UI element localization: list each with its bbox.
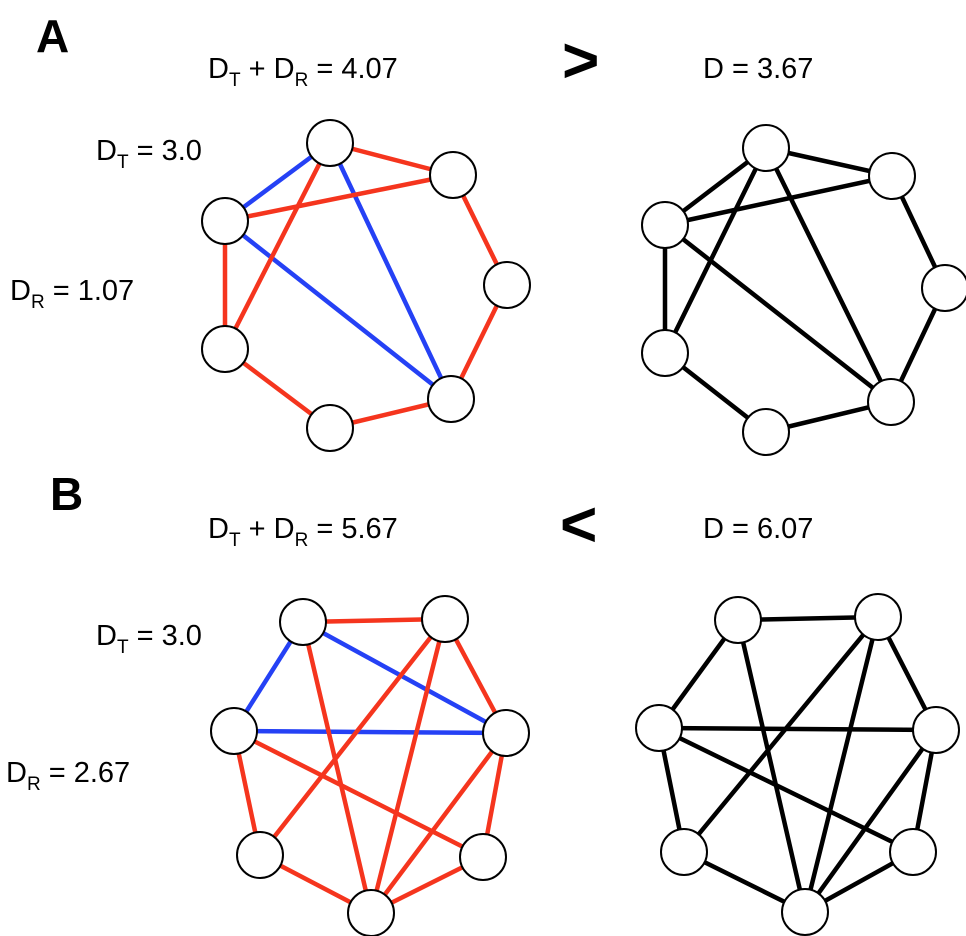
graph-edge <box>735 617 808 915</box>
remainder-edge <box>368 730 509 916</box>
panel-label-b: B <box>50 468 83 520</box>
graph-node <box>427 375 475 423</box>
graph-edge <box>662 145 769 356</box>
graph-edge <box>763 145 894 405</box>
graph-node <box>306 119 354 167</box>
graph-node <box>347 889 395 936</box>
graph-node <box>210 707 258 755</box>
graph-node <box>714 596 762 644</box>
panel-a-remainder-label: DR = 1.07 <box>10 275 134 313</box>
graph-node <box>279 598 327 646</box>
panel-b-total-equation: D = 6.07 <box>703 513 813 545</box>
graph-edge <box>802 727 939 915</box>
remainder-edge <box>300 619 374 916</box>
graph-edge <box>656 725 939 733</box>
panel-a-comparison-symbol: > <box>562 24 599 96</box>
panel-a-sum-equation: DT + DR = 4.07 <box>208 53 398 91</box>
panel-b-decomposed-graph <box>210 595 530 936</box>
panel-a-decomposed-graph <box>201 119 531 452</box>
panel-b-tree-label: DT = 3.0 <box>96 620 202 658</box>
graph-node <box>781 888 829 936</box>
graph-node <box>742 408 790 456</box>
graph-node <box>201 325 249 373</box>
graph-node <box>236 831 284 879</box>
panel-a-total-equation: D = 3.67 <box>703 53 813 85</box>
panel-b-sum-equation: DT + DR = 5.67 <box>208 513 398 551</box>
panel-b-comparison-symbol: < <box>560 488 597 560</box>
graph-node <box>889 828 937 876</box>
graph-node <box>429 151 477 199</box>
panel-a-full-graph <box>641 124 966 456</box>
graph-node <box>421 595 469 643</box>
graph-node <box>201 197 249 245</box>
tree-edge <box>222 218 454 402</box>
graph-node <box>483 261 531 309</box>
remainder-edge <box>222 172 456 224</box>
graph-edge <box>681 614 881 855</box>
remainder-edge <box>231 728 486 860</box>
panel-a-labels: A DT + DR = 4.07 > D = 3.67 DT = 3.0 DR … <box>10 10 813 313</box>
remainder-edge <box>368 616 448 916</box>
graph-node <box>660 828 708 876</box>
tree-edge <box>231 728 509 736</box>
remainder-edge <box>222 140 333 352</box>
graph-node <box>306 404 354 452</box>
graph-edge <box>662 173 895 228</box>
graph-node <box>854 593 902 641</box>
tree-edge <box>300 619 509 736</box>
graph-node <box>635 704 683 752</box>
tree-edge <box>327 140 454 402</box>
graph-node <box>641 329 689 377</box>
panel-b-remainder-label: DR = 2.67 <box>6 757 130 795</box>
graph-node <box>912 706 960 754</box>
graph-node <box>482 709 530 757</box>
graph-node <box>459 833 507 881</box>
graph-node <box>921 264 966 312</box>
graph-edge <box>662 222 894 405</box>
graph-node <box>868 152 916 200</box>
panel-a-tree-label: DT = 3.0 <box>96 135 202 173</box>
graph-node <box>867 378 915 426</box>
panel-b-labels: B DT + DR = 5.67 < D = 6.07 DT = 3.0 DR … <box>6 468 813 795</box>
remainder-edge <box>257 616 448 858</box>
panel-b-full-graph <box>635 593 960 936</box>
panel-label-a: A <box>36 10 69 62</box>
graph-edge <box>656 725 916 855</box>
graph-edge <box>802 614 881 915</box>
graph-node <box>742 124 790 172</box>
graph-node <box>641 201 689 249</box>
